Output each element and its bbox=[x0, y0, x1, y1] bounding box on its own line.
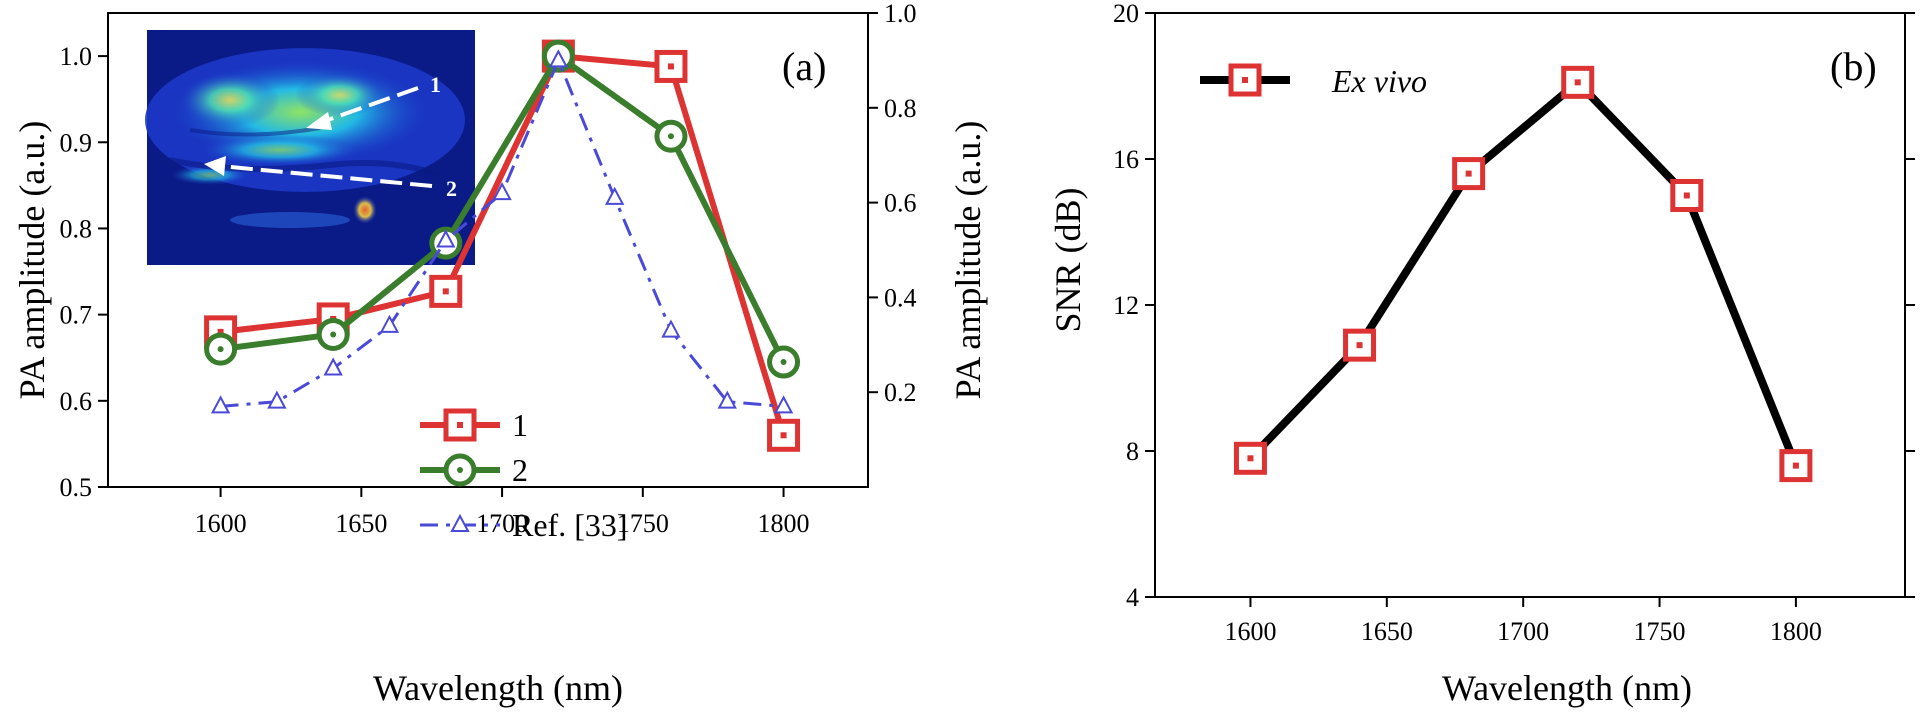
series-2-point-5-center bbox=[667, 133, 674, 140]
legend-label-1: 1 bbox=[512, 407, 528, 443]
legend-label-2: 2 bbox=[512, 452, 528, 488]
b-y-tick-label-20: 20 bbox=[1113, 0, 1139, 28]
panel-a-frame bbox=[107, 12, 869, 488]
series-2-point-6-center bbox=[780, 359, 787, 366]
series-3-point-1 bbox=[210, 395, 231, 414]
series-3-point-3 bbox=[323, 357, 343, 376]
snr-point-1-center bbox=[1247, 455, 1254, 462]
series-2-point-1-center bbox=[217, 346, 224, 353]
series-3-point-11 bbox=[773, 395, 794, 414]
panel-b-legend: Ex vivo bbox=[1200, 63, 1427, 99]
b-x-tick-label-1600: 1600 bbox=[1224, 617, 1276, 646]
snr-point-3 bbox=[1452, 157, 1486, 191]
panel-label-b: (b) bbox=[1830, 44, 1877, 89]
panel-a-axes: 1600 1650 1700 1750 18000.50.60.70.80.91.00.… bbox=[60, 0, 917, 538]
x-tick-label-1600: 1600 bbox=[195, 509, 247, 538]
b-x-tick-label-1650: 1650 bbox=[1361, 617, 1413, 646]
b-y-tick-label-16: 16 bbox=[1113, 145, 1139, 174]
panel-b-axes: 1600 1650 1700 1750 1800 4 8 12 16 20 bbox=[1113, 0, 1915, 646]
panel-a-x-axis-label: Wavelength (nm) bbox=[373, 668, 623, 708]
snr-point-3-center bbox=[1465, 170, 1472, 177]
b-y-tick-label-8: 8 bbox=[1126, 437, 1139, 466]
y2-tick-label-0.2: 0.2 bbox=[884, 378, 917, 407]
series-3-point-5 bbox=[436, 229, 456, 248]
inset-label-2: 2 bbox=[446, 176, 457, 201]
panel-label-a: (a) bbox=[782, 44, 826, 89]
legend-label-ex-vivo: Ex vivo bbox=[1331, 63, 1427, 99]
y-tick-label-0.9: 0.9 bbox=[60, 128, 93, 157]
series-3-point-6 bbox=[492, 181, 512, 201]
snr-point-2-center bbox=[1356, 342, 1363, 349]
y2-tick-label-1: 1.0 bbox=[884, 0, 917, 28]
series-line-2 bbox=[220, 53, 787, 364]
legend-marker-3 bbox=[450, 513, 470, 532]
panel-a-legend: 1 2 Ref. [33] bbox=[420, 407, 628, 543]
inset-arrow-1 bbox=[321, 86, 419, 124]
series-3-point-8 bbox=[605, 186, 625, 205]
panel-b-x-axis-label: Wavelength (nm) bbox=[1442, 668, 1692, 708]
series-3-point-9 bbox=[661, 319, 681, 338]
series-3-point-4 bbox=[379, 314, 400, 333]
b-x-tick-label-1800: 1800 bbox=[1770, 617, 1822, 646]
inset-image: 1 2 bbox=[145, 30, 475, 265]
snr-point-6-center bbox=[1792, 462, 1799, 469]
y-tick-label-1: 1.0 bbox=[60, 42, 93, 71]
series-line-1 bbox=[220, 53, 787, 437]
series-3-point-7 bbox=[548, 49, 569, 68]
panel-a-y2-axis-label: PA amplitude (a.u.) bbox=[948, 121, 988, 400]
x-tick-label-1800: 1800 bbox=[758, 509, 810, 538]
panel-b: 1600 1650 1700 1750 1800 4 8 12 16 20 (b) Wavelen… bbox=[1048, 0, 1915, 708]
x-tick-label-1650: 1650 bbox=[335, 509, 387, 538]
y2-tick-label-0.4: 0.4 bbox=[884, 283, 917, 312]
y-tick-label-0.6: 0.6 bbox=[60, 387, 93, 416]
panel-b-series bbox=[1233, 65, 1813, 483]
panel-a: 1 2 1600 1650 1700 1750 18000.50.60.70.80.91… bbox=[12, 0, 988, 708]
y2-tick-label-0.6: 0.6 bbox=[884, 189, 917, 218]
legend-marker-2-center bbox=[457, 467, 463, 473]
legend-label-3: Ref. [33] bbox=[512, 507, 628, 543]
snr-point-5-center bbox=[1683, 192, 1690, 199]
b-x-tick-label-1700: 1700 bbox=[1497, 617, 1549, 646]
series-3-point-10 bbox=[717, 390, 737, 409]
snr-line bbox=[1247, 78, 1800, 468]
panel-b-frame bbox=[1154, 12, 1906, 598]
inset-label-1: 1 bbox=[430, 72, 441, 97]
b-x-tick-label-1750: 1750 bbox=[1634, 617, 1686, 646]
series-1-point-6-center bbox=[780, 432, 787, 439]
legend-marker-ex-vivo-center bbox=[1242, 77, 1248, 83]
b-y-tick-label-12: 12 bbox=[1113, 291, 1139, 320]
series-2-point-2-center bbox=[330, 331, 337, 338]
y-tick-label-0.7: 0.7 bbox=[60, 301, 93, 330]
panel-b-y-axis-label: SNR (dB) bbox=[1048, 187, 1088, 332]
series-1-point-3-center bbox=[442, 288, 449, 295]
y2-tick-label-0.8: 0.8 bbox=[884, 94, 917, 123]
inset-arrow-2 bbox=[219, 164, 433, 188]
series-1-point-1-center bbox=[217, 328, 224, 335]
snr-point-4-center bbox=[1574, 79, 1581, 86]
b-y-tick-label-4: 4 bbox=[1126, 583, 1139, 612]
series-1-point-5-center bbox=[667, 63, 674, 70]
snr-point-6 bbox=[1779, 449, 1813, 483]
legend-marker-1-center bbox=[457, 422, 463, 428]
x-tick-label-1750: 1750 bbox=[617, 509, 669, 538]
panel-a-y-axis-label: PA amplitude (a.u.) bbox=[12, 121, 52, 400]
series-3-point-2 bbox=[267, 390, 287, 409]
y-tick-label-0.5: 0.5 bbox=[60, 473, 93, 502]
panel-a-series bbox=[204, 39, 801, 452]
y-tick-label-0.8: 0.8 bbox=[60, 214, 93, 243]
